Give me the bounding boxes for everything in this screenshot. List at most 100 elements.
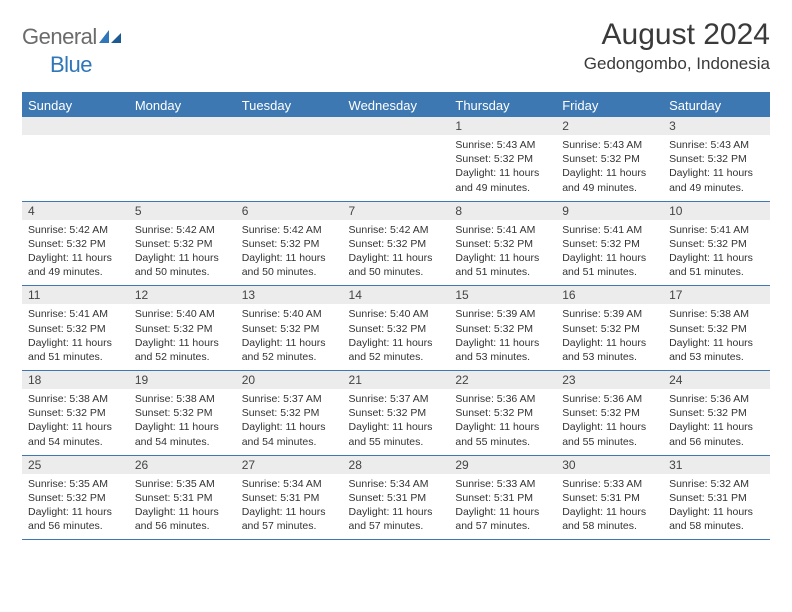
calendar-day: 21Sunrise: 5:37 AMSunset: 5:32 PMDayligh… [343,371,450,456]
calendar-day: 25Sunrise: 5:35 AMSunset: 5:32 PMDayligh… [22,455,129,540]
calendar-day: 28Sunrise: 5:34 AMSunset: 5:31 PMDayligh… [343,455,450,540]
day-number: 10 [663,202,770,220]
day-number: 3 [663,117,770,135]
weekday-header: Saturday [663,94,770,117]
calendar-day: 20Sunrise: 5:37 AMSunset: 5:32 PMDayligh… [236,371,343,456]
day-data: Sunrise: 5:42 AMSunset: 5:32 PMDaylight:… [129,220,236,286]
day-number: 9 [556,202,663,220]
day-data: Sunrise: 5:33 AMSunset: 5:31 PMDaylight:… [449,474,556,540]
day-number: 11 [22,286,129,304]
calendar-day-empty [343,117,450,201]
day-number: 29 [449,456,556,474]
day-data: Sunrise: 5:35 AMSunset: 5:31 PMDaylight:… [129,474,236,540]
day-data: Sunrise: 5:36 AMSunset: 5:32 PMDaylight:… [449,389,556,455]
calendar-day: 11Sunrise: 5:41 AMSunset: 5:32 PMDayligh… [22,286,129,371]
calendar-day: 4Sunrise: 5:42 AMSunset: 5:32 PMDaylight… [22,201,129,286]
calendar-row: 18Sunrise: 5:38 AMSunset: 5:32 PMDayligh… [22,371,770,456]
weekday-header: Wednesday [343,94,450,117]
day-data [129,135,236,197]
calendar-day: 29Sunrise: 5:33 AMSunset: 5:31 PMDayligh… [449,455,556,540]
calendar-day: 30Sunrise: 5:33 AMSunset: 5:31 PMDayligh… [556,455,663,540]
day-number: 25 [22,456,129,474]
day-data: Sunrise: 5:37 AMSunset: 5:32 PMDaylight:… [236,389,343,455]
calendar-day: 1Sunrise: 5:43 AMSunset: 5:32 PMDaylight… [449,117,556,201]
day-number [236,117,343,135]
calendar-row: 4Sunrise: 5:42 AMSunset: 5:32 PMDaylight… [22,201,770,286]
weekday-header: Monday [129,94,236,117]
day-data: Sunrise: 5:43 AMSunset: 5:32 PMDaylight:… [556,135,663,201]
day-number: 31 [663,456,770,474]
calendar-day: 22Sunrise: 5:36 AMSunset: 5:32 PMDayligh… [449,371,556,456]
day-data: Sunrise: 5:43 AMSunset: 5:32 PMDaylight:… [663,135,770,201]
calendar-day: 16Sunrise: 5:39 AMSunset: 5:32 PMDayligh… [556,286,663,371]
calendar-day-empty [236,117,343,201]
logo-word-general: General [22,24,97,50]
calendar-day: 3Sunrise: 5:43 AMSunset: 5:32 PMDaylight… [663,117,770,201]
day-number: 26 [129,456,236,474]
day-data: Sunrise: 5:41 AMSunset: 5:32 PMDaylight:… [449,220,556,286]
location-label: Gedongombo, Indonesia [584,54,770,74]
day-data: Sunrise: 5:38 AMSunset: 5:32 PMDaylight:… [22,389,129,455]
day-data: Sunrise: 5:35 AMSunset: 5:32 PMDaylight:… [22,474,129,540]
calendar-day: 2Sunrise: 5:43 AMSunset: 5:32 PMDaylight… [556,117,663,201]
day-data: Sunrise: 5:39 AMSunset: 5:32 PMDaylight:… [556,304,663,370]
day-number: 1 [449,117,556,135]
weekday-header: Friday [556,94,663,117]
calendar-day-empty [129,117,236,201]
day-data: Sunrise: 5:42 AMSunset: 5:32 PMDaylight:… [236,220,343,286]
day-data: Sunrise: 5:36 AMSunset: 5:32 PMDaylight:… [663,389,770,455]
day-number: 28 [343,456,450,474]
day-number: 18 [22,371,129,389]
day-number: 17 [663,286,770,304]
title-block: August 2024 Gedongombo, Indonesia [584,18,770,74]
calendar-day-empty [22,117,129,201]
day-number: 6 [236,202,343,220]
day-number: 5 [129,202,236,220]
day-number: 19 [129,371,236,389]
day-number: 7 [343,202,450,220]
calendar-day: 15Sunrise: 5:39 AMSunset: 5:32 PMDayligh… [449,286,556,371]
day-data: Sunrise: 5:34 AMSunset: 5:31 PMDaylight:… [236,474,343,540]
calendar-day: 8Sunrise: 5:41 AMSunset: 5:32 PMDaylight… [449,201,556,286]
day-data: Sunrise: 5:41 AMSunset: 5:32 PMDaylight:… [556,220,663,286]
month-title: August 2024 [584,18,770,52]
day-data: Sunrise: 5:38 AMSunset: 5:32 PMDaylight:… [663,304,770,370]
calendar-day: 24Sunrise: 5:36 AMSunset: 5:32 PMDayligh… [663,371,770,456]
calendar-row: 1Sunrise: 5:43 AMSunset: 5:32 PMDaylight… [22,117,770,201]
day-number: 23 [556,371,663,389]
calendar-day: 19Sunrise: 5:38 AMSunset: 5:32 PMDayligh… [129,371,236,456]
calendar-day: 31Sunrise: 5:32 AMSunset: 5:31 PMDayligh… [663,455,770,540]
calendar-day: 18Sunrise: 5:38 AMSunset: 5:32 PMDayligh… [22,371,129,456]
day-number: 20 [236,371,343,389]
calendar-header: SundayMondayTuesdayWednesdayThursdayFrid… [22,94,770,117]
day-number: 13 [236,286,343,304]
calendar-day: 17Sunrise: 5:38 AMSunset: 5:32 PMDayligh… [663,286,770,371]
day-data: Sunrise: 5:42 AMSunset: 5:32 PMDaylight:… [343,220,450,286]
day-number: 24 [663,371,770,389]
calendar-day: 27Sunrise: 5:34 AMSunset: 5:31 PMDayligh… [236,455,343,540]
calendar-row: 25Sunrise: 5:35 AMSunset: 5:32 PMDayligh… [22,455,770,540]
logo: General [22,24,123,50]
day-data [22,135,129,197]
day-data: Sunrise: 5:40 AMSunset: 5:32 PMDaylight:… [129,304,236,370]
calendar-day: 12Sunrise: 5:40 AMSunset: 5:32 PMDayligh… [129,286,236,371]
day-number: 2 [556,117,663,135]
logo-sail-icon [99,30,121,44]
day-number: 15 [449,286,556,304]
calendar-day: 10Sunrise: 5:41 AMSunset: 5:32 PMDayligh… [663,201,770,286]
day-number [343,117,450,135]
day-data: Sunrise: 5:33 AMSunset: 5:31 PMDaylight:… [556,474,663,540]
weekday-header: Thursday [449,94,556,117]
calendar-day: 13Sunrise: 5:40 AMSunset: 5:32 PMDayligh… [236,286,343,371]
day-number: 12 [129,286,236,304]
calendar-body: 1Sunrise: 5:43 AMSunset: 5:32 PMDaylight… [22,117,770,540]
calendar-day: 9Sunrise: 5:41 AMSunset: 5:32 PMDaylight… [556,201,663,286]
day-data: Sunrise: 5:37 AMSunset: 5:32 PMDaylight:… [343,389,450,455]
calendar-day: 6Sunrise: 5:42 AMSunset: 5:32 PMDaylight… [236,201,343,286]
calendar-day: 7Sunrise: 5:42 AMSunset: 5:32 PMDaylight… [343,201,450,286]
day-number: 21 [343,371,450,389]
day-number: 27 [236,456,343,474]
day-number [129,117,236,135]
day-data: Sunrise: 5:40 AMSunset: 5:32 PMDaylight:… [343,304,450,370]
day-number: 8 [449,202,556,220]
